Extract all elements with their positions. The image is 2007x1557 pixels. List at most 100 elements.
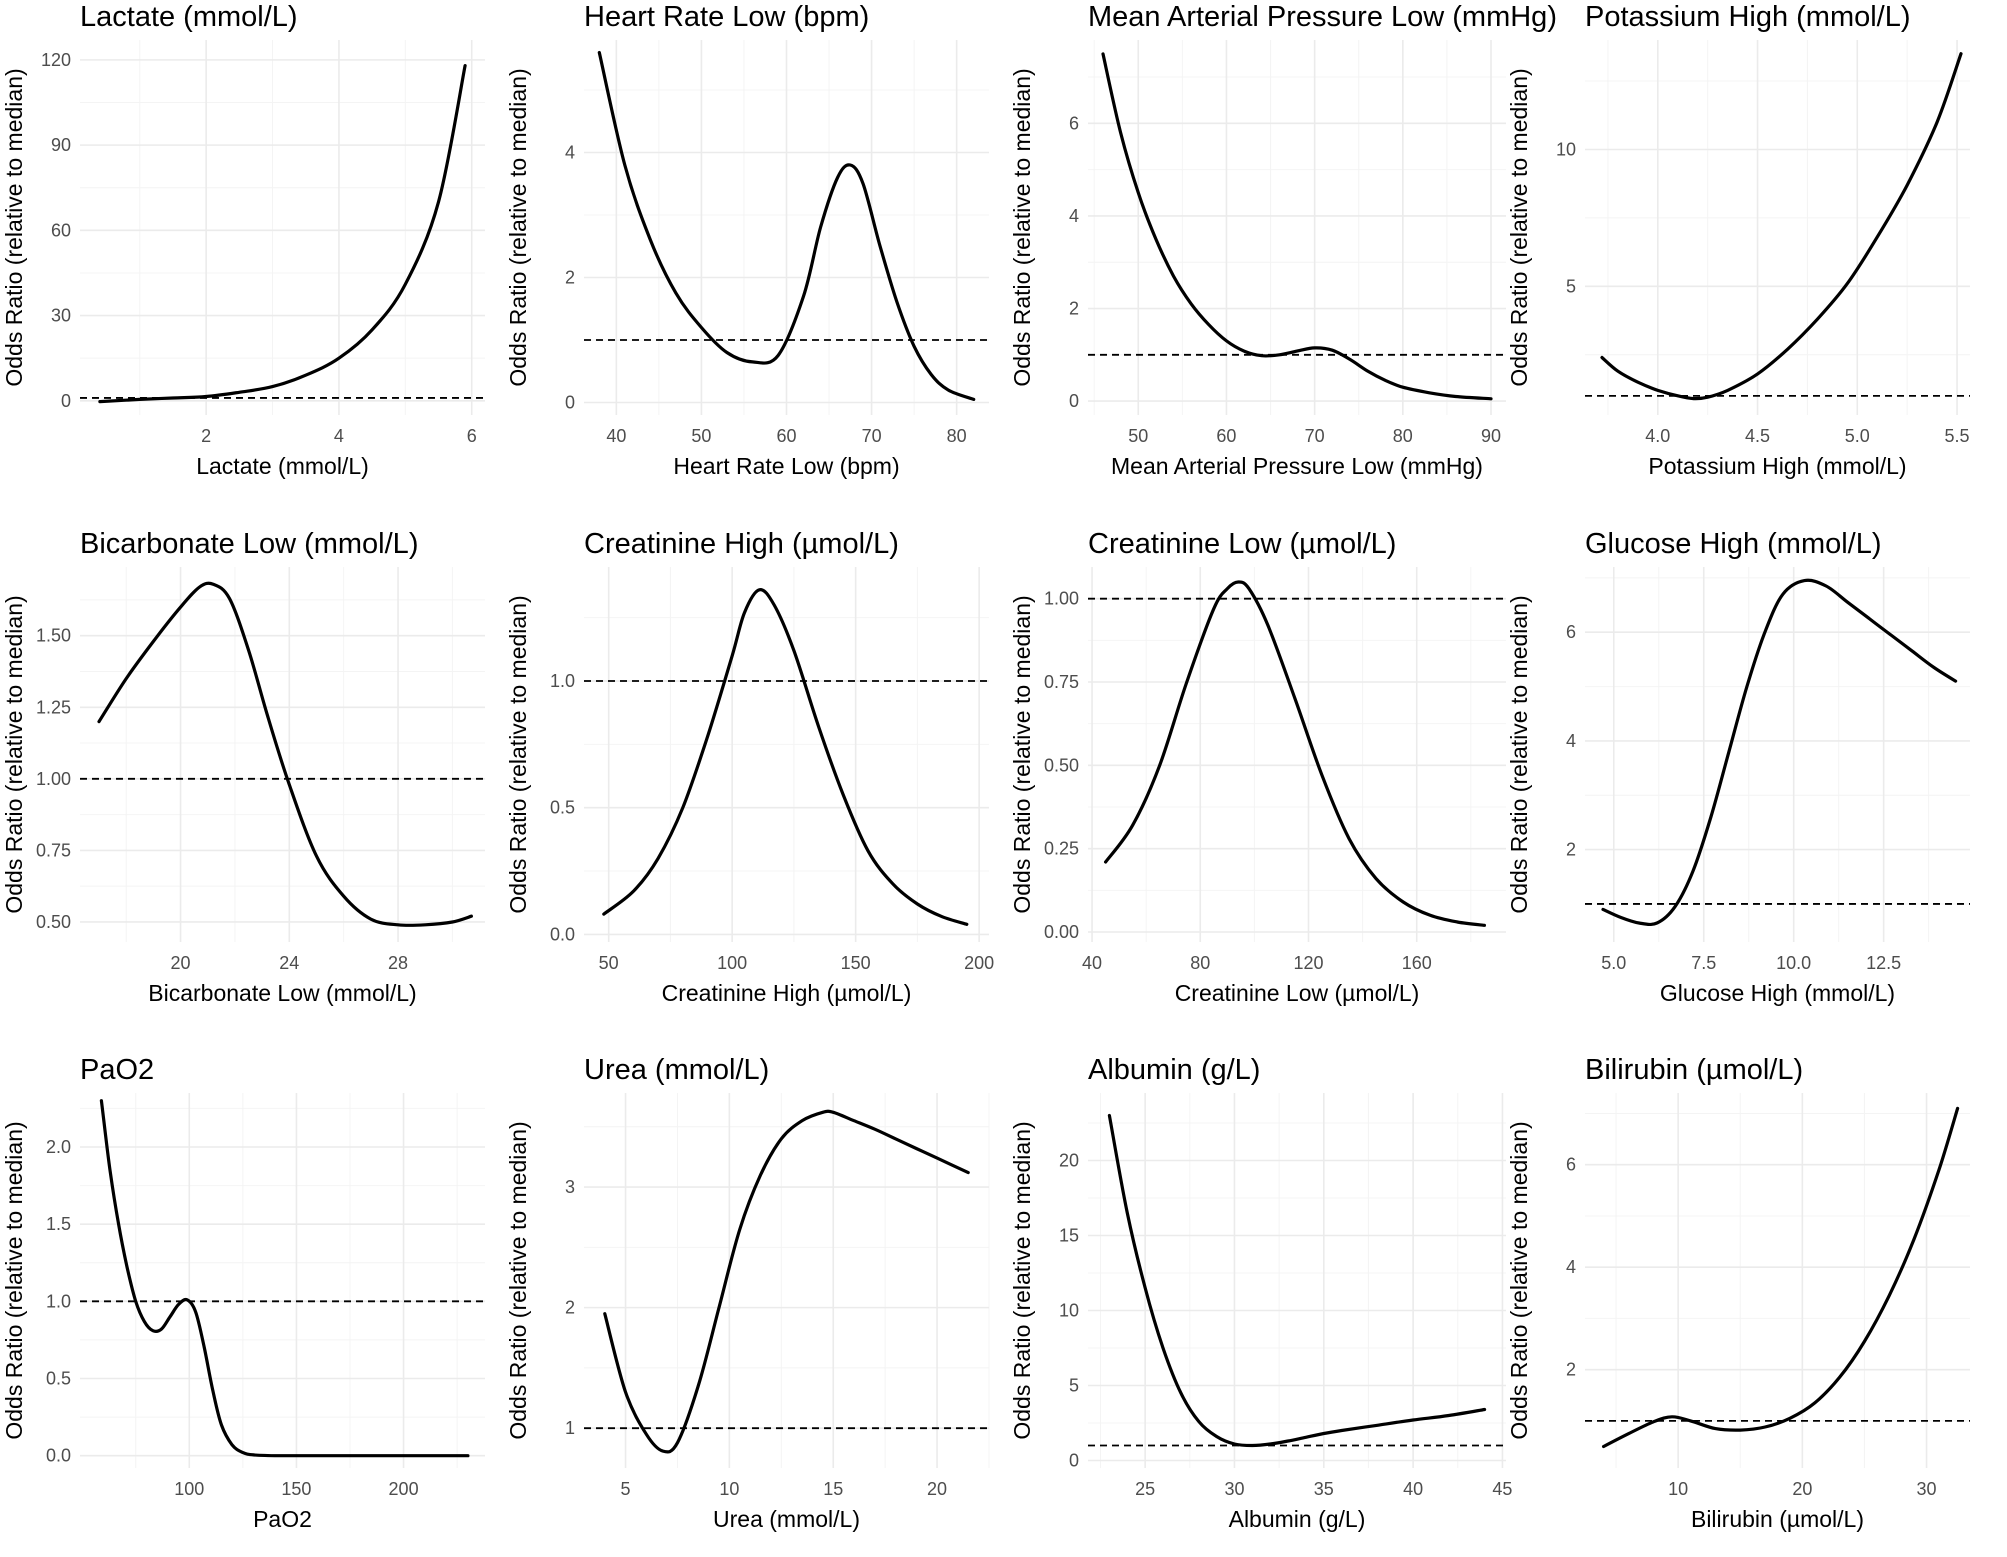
x-tick-label: 7.5 xyxy=(1691,953,1716,973)
y-tick-label: 0.5 xyxy=(46,1368,71,1388)
y-tick-label: 4 xyxy=(1069,206,1079,226)
panel-title: Bilirubin (µmol/L) xyxy=(1585,1054,1803,1086)
x-tick-label: 100 xyxy=(174,1479,204,1499)
x-tick-label: 5.0 xyxy=(1601,953,1626,973)
x-tick-label: 5 xyxy=(621,1479,631,1499)
chart-panel: 5.0 7.5 10.0 12.5 2 4 6 Glucose High (mmol/L) Gl… xyxy=(1506,528,1970,1006)
x-tick-label: 60 xyxy=(776,426,796,446)
panel-title: Creatinine High (µmol/L) xyxy=(584,528,899,560)
y-tick-label: 0.50 xyxy=(1044,755,1079,775)
series-line xyxy=(1602,1106,1960,1449)
y-tick-label: 5 xyxy=(1069,1376,1079,1396)
x-tick-label: 30 xyxy=(1917,1479,1937,1499)
x-tick-label: 80 xyxy=(1393,426,1413,446)
chart-panel: 4.0 4.5 5.0 5.5 5 10 Potassium High (mmol/L) Po… xyxy=(1506,1,1970,479)
panel-title: Mean Arterial Pressure Low (mmHg) xyxy=(1088,1,1557,33)
y-tick-label: 1.00 xyxy=(1044,589,1079,609)
x-axis-label: Glucose High (mmol/L) xyxy=(1660,980,1895,1006)
y-tick-label: 6 xyxy=(1566,622,1576,642)
x-tick-label: 80 xyxy=(947,426,967,446)
y-tick-label: 0 xyxy=(565,393,575,413)
y-tick-label: 6 xyxy=(1566,1155,1576,1175)
x-tick-label: 45 xyxy=(1492,1479,1512,1499)
y-tick-label: 1.5 xyxy=(46,1214,71,1234)
x-tick-label: 100 xyxy=(717,953,747,973)
chart-panel: 20 24 28 0.50 0.75 1.00 1.25 1.50 Bicarbonate Lo… xyxy=(1,528,485,1006)
panel-title: Albumin (g/L) xyxy=(1088,1054,1260,1086)
x-axis-label: Bilirubin (µmol/L) xyxy=(1691,1506,1864,1532)
y-tick-label: 2 xyxy=(565,268,575,288)
y-axis-label: Odds Ratio (relative to median) xyxy=(1,595,27,913)
panel-title: Glucose High (mmol/L) xyxy=(1585,528,1882,560)
panel-title: PaO2 xyxy=(80,1054,154,1086)
y-tick-label: 120 xyxy=(41,50,71,70)
x-tick-label: 200 xyxy=(389,1479,419,1499)
x-tick-label: 4.0 xyxy=(1645,426,1670,446)
x-tick-label: 70 xyxy=(1305,426,1325,446)
y-tick-label: 3 xyxy=(565,1177,575,1197)
y-axis-label: Odds Ratio (relative to median) xyxy=(1009,595,1035,913)
x-tick-label: 10 xyxy=(1668,1479,1688,1499)
panel-title: Creatinine Low (µmol/L) xyxy=(1088,528,1396,560)
x-tick-label: 25 xyxy=(1135,1479,1155,1499)
y-tick-label: 0 xyxy=(1069,1451,1079,1471)
x-tick-label: 35 xyxy=(1314,1479,1334,1499)
series-line xyxy=(99,1099,470,1458)
series-line xyxy=(97,581,473,927)
y-axis-label: Odds Ratio (relative to median) xyxy=(1,68,27,386)
x-tick-label: 150 xyxy=(841,953,871,973)
y-axis-label: Odds Ratio (relative to median) xyxy=(1009,68,1035,386)
x-tick-label: 80 xyxy=(1190,953,1210,973)
x-tick-label: 10 xyxy=(719,1479,739,1499)
chart-panel: 5 10 15 20 1 2 3 Urea (mmol/L) Urea (mmol/L) Odds… xyxy=(505,1054,990,1532)
series-line xyxy=(1601,578,1958,927)
x-axis-label: Heart Rate Low (bpm) xyxy=(673,453,899,479)
series-line xyxy=(602,588,969,926)
y-axis-label: Odds Ratio (relative to median) xyxy=(1,1121,27,1439)
x-axis-label: PaO2 xyxy=(253,1506,312,1532)
y-tick-label: 1.0 xyxy=(550,671,575,691)
y-axis-label: Odds Ratio (relative to median) xyxy=(1506,595,1532,913)
x-tick-label: 12.5 xyxy=(1866,953,1901,973)
y-tick-label: 2 xyxy=(1566,1360,1576,1380)
y-tick-label: 1.0 xyxy=(46,1291,71,1311)
y-axis-label: Odds Ratio (relative to median) xyxy=(505,595,531,913)
y-axis-label: Odds Ratio (relative to median) xyxy=(1506,1121,1532,1439)
y-tick-label: 5 xyxy=(1566,276,1576,296)
x-axis-label: Lactate (mmol/L) xyxy=(196,453,369,479)
panel-title: Bicarbonate Low (mmol/L) xyxy=(80,528,418,560)
chart-panel: 10 20 30 2 4 6 Bilirubin (µmol/L) Bilirubin (µm… xyxy=(1506,1054,1970,1532)
x-tick-label: 20 xyxy=(1792,1479,1812,1499)
chart-panel: 40 80 120 160 0.00 0.25 0.50 0.75 1.00 Creatinine… xyxy=(1009,528,1506,1006)
x-tick-label: 28 xyxy=(388,953,408,973)
series-line xyxy=(1101,52,1493,401)
x-tick-label: 50 xyxy=(1128,426,1148,446)
y-tick-label: 0.25 xyxy=(1044,839,1079,859)
x-tick-label: 6 xyxy=(467,426,477,446)
y-tick-label: 10 xyxy=(1059,1301,1079,1321)
chart-panel: 40 50 60 70 80 0 2 4 Heart Rate Low (bpm) Heart R… xyxy=(505,1,989,479)
panel-title: Lactate (mmol/L) xyxy=(80,1,298,33)
y-tick-label: 15 xyxy=(1059,1226,1079,1246)
y-tick-label: 6 xyxy=(1069,113,1079,133)
series-line xyxy=(1107,1113,1487,1448)
chart-panel: 100 150 200 0.0 0.5 1.0 1.5 2.0 PaO2 PaO2 Odds Rat… xyxy=(1,1054,485,1532)
x-tick-label: 40 xyxy=(606,426,626,446)
series-line xyxy=(597,50,976,401)
y-tick-label: 90 xyxy=(51,135,71,155)
x-tick-label: 150 xyxy=(281,1479,311,1499)
y-tick-label: 1 xyxy=(565,1418,575,1438)
y-axis-label: Odds Ratio (relative to median) xyxy=(1506,68,1532,386)
y-tick-label: 0.75 xyxy=(1044,672,1079,692)
x-axis-label: Potassium High (mmol/L) xyxy=(1648,453,1906,479)
y-axis-label: Odds Ratio (relative to median) xyxy=(1009,1121,1035,1439)
y-tick-label: 4 xyxy=(1566,731,1576,751)
y-tick-label: 0 xyxy=(61,391,71,411)
y-tick-label: 0.75 xyxy=(36,840,71,860)
y-tick-label: 1.50 xyxy=(36,626,71,646)
x-tick-label: 120 xyxy=(1293,953,1323,973)
chart-panel: 25 30 35 40 45 0 5 10 15 20 Albumin (g/L) Albumin (… xyxy=(1009,1054,1512,1532)
